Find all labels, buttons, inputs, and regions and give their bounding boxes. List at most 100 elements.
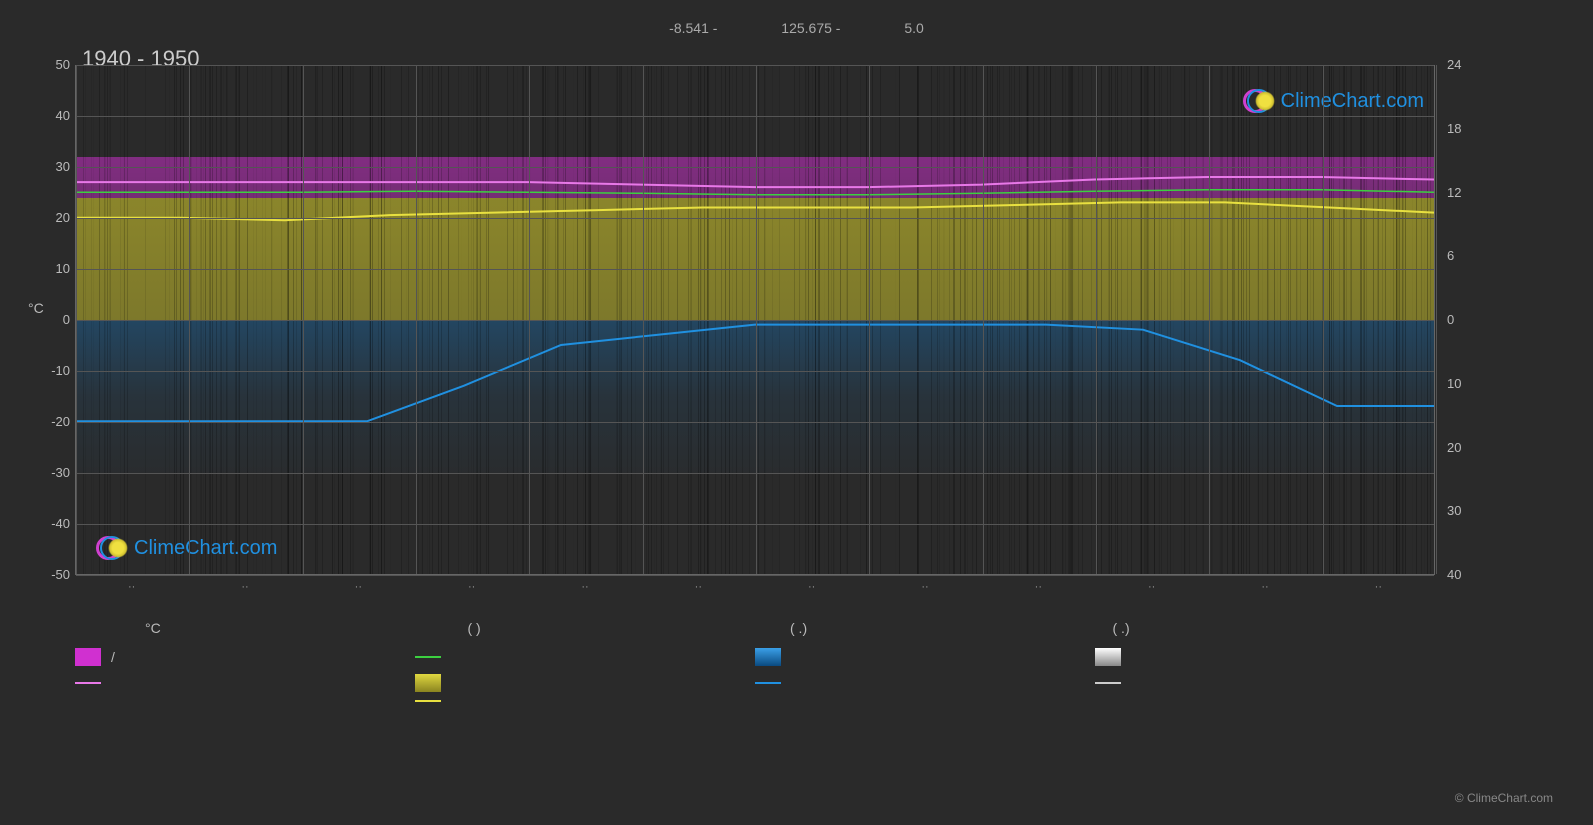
legend-line-swatch: [415, 700, 441, 702]
brand-logo-top: ClimeChart.com: [1243, 85, 1424, 117]
header-coords: -8.541 - 125.675 - 5.0: [0, 20, 1593, 36]
legend-item: [75, 674, 415, 692]
gridline-h: [76, 218, 1434, 219]
legend-item: [1095, 648, 1435, 666]
gridline-h: [76, 575, 1434, 576]
lat-value: -8.541 -: [669, 20, 717, 36]
gridline-h: [76, 422, 1434, 423]
x-tick: ··: [1148, 581, 1155, 593]
gridline-v: [643, 65, 644, 574]
lon-value: 125.675 -: [781, 20, 840, 36]
legend-line-swatch: [755, 682, 781, 684]
gridline-v: [1209, 65, 1210, 574]
legend-line-swatch: [75, 682, 101, 684]
gridline-v: [76, 65, 77, 574]
legend-headers: °C ( ) ( .) ( .): [75, 620, 1435, 636]
x-tick: ··: [808, 581, 815, 593]
copyright-text: © ClimeChart.com: [1455, 791, 1553, 805]
gridline-h: [76, 524, 1434, 525]
gridline-v: [1436, 65, 1437, 574]
legend-header: ( .): [1113, 620, 1436, 636]
legend-label: /: [111, 649, 115, 665]
x-tick: ··: [241, 581, 248, 593]
x-tick: ··: [1035, 581, 1042, 593]
legend-header: °C: [145, 620, 468, 636]
x-tick: ··: [921, 581, 928, 593]
gridline-v: [1096, 65, 1097, 574]
legend-header: ( .): [790, 620, 1113, 636]
y-left-tick: -30: [30, 465, 70, 480]
y-right-tick: 0: [1447, 312, 1487, 327]
brand-text: ClimeChart.com: [1281, 90, 1424, 113]
brand-text: ClimeChart.com: [134, 537, 277, 560]
y-left-tick: 20: [30, 210, 70, 225]
alt-value: 5.0: [904, 20, 923, 36]
gridline-v: [1323, 65, 1324, 574]
legend-line-swatch: [1095, 682, 1121, 684]
blue-band: [76, 320, 1434, 473]
x-tick: ··: [581, 581, 588, 593]
magenta-band: [76, 157, 1434, 198]
gridline-v: [416, 65, 417, 574]
legend-row: /: [75, 648, 1435, 666]
x-tick: ··: [1375, 581, 1382, 593]
gridline-h: [76, 116, 1434, 117]
brand-logo-bottom: ClimeChart.com: [96, 532, 277, 564]
legend: °C ( ) ( .) ( .) /: [75, 620, 1435, 710]
legend-line-swatch: [415, 656, 441, 658]
y-right-tick: 20: [1447, 440, 1487, 455]
legend-item: [755, 648, 1095, 666]
gridline-h: [76, 320, 1434, 321]
legend-item: [755, 674, 1095, 692]
legend-item: [415, 700, 755, 702]
legend-row: [75, 700, 1435, 702]
x-tick: ··: [128, 581, 135, 593]
y-right-tick: 24: [1447, 57, 1487, 72]
legend-item: [415, 648, 755, 666]
y-right-tick: 12: [1447, 185, 1487, 200]
yellow-band: [76, 198, 1434, 320]
brand-icon: [96, 532, 128, 564]
gridline-v: [189, 65, 190, 574]
legend-item: /: [75, 648, 415, 666]
y-right-tick: 6: [1447, 248, 1487, 263]
legend-item: [1095, 700, 1435, 702]
legend-row: [75, 674, 1435, 692]
y-right-tick: 30: [1447, 503, 1487, 518]
y-left-tick: 50: [30, 57, 70, 72]
gridline-h: [76, 473, 1434, 474]
y-right-tick: 40: [1447, 567, 1487, 582]
brand-icon: [1243, 85, 1275, 117]
x-tick: ··: [695, 581, 702, 593]
legend-item: [75, 700, 415, 702]
legend-swatch: [75, 648, 101, 666]
legend-swatch: [415, 674, 441, 692]
y-right-tick: 18: [1447, 121, 1487, 136]
legend-item: [415, 674, 755, 692]
gridline-h: [76, 65, 1434, 66]
y-left-tick: 30: [30, 159, 70, 174]
legend-swatch: [755, 648, 781, 666]
x-tick: ··: [468, 581, 475, 593]
y-left-tick: -20: [30, 414, 70, 429]
y-left-tick: 40: [30, 108, 70, 123]
gridline-v: [756, 65, 757, 574]
gridline-h: [76, 167, 1434, 168]
gridline-v: [869, 65, 870, 574]
y-right-tick: 10: [1447, 376, 1487, 391]
y-left-tick: 10: [30, 261, 70, 276]
x-tick: ··: [355, 581, 362, 593]
legend-swatch: [1095, 648, 1121, 666]
gridline-h: [76, 269, 1434, 270]
chart-plot-area: ClimeChart.com ClimeChart.com: [75, 65, 1435, 575]
gridline-h: [76, 371, 1434, 372]
legend-item: [755, 700, 1095, 702]
gridline-v: [303, 65, 304, 574]
legend-header: ( ): [468, 620, 791, 636]
y-left-tick: -50: [30, 567, 70, 582]
y-left-tick: -40: [30, 516, 70, 531]
gridline-v: [983, 65, 984, 574]
y-left-tick: -10: [30, 363, 70, 378]
gridline-v: [529, 65, 530, 574]
legend-item: [1095, 674, 1435, 692]
